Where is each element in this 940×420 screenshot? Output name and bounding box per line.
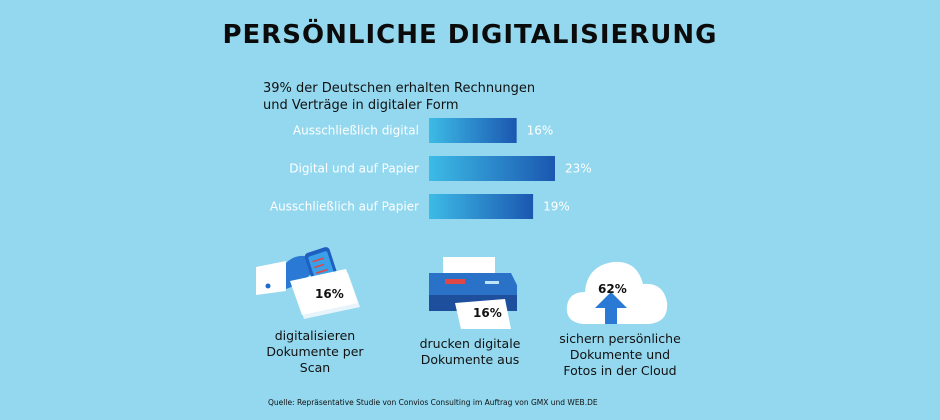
- stat-cloud-value: 62%: [598, 282, 627, 296]
- stat-print-caption-line-1: drucken digitale: [419, 336, 521, 351]
- stat-scan-caption-line-2: Dokumente per: [266, 344, 364, 359]
- chart-title: 39% der Deutschen erhalten Rechnungen un…: [263, 80, 563, 114]
- bar-value-label: 16%: [527, 124, 554, 138]
- chart-title-line-1: 39% der Deutschen erhalten Rechnungen: [263, 81, 536, 96]
- source-note: Quelle: Repräsentative Studie von Convio…: [268, 398, 598, 407]
- stat-scan-value: 16%: [315, 287, 344, 301]
- bar: [429, 156, 555, 181]
- bar-value-label: 23%: [565, 162, 592, 176]
- chart-title-line-2: und Verträge in digitaler Form: [263, 98, 459, 113]
- bar-label: Digital und auf Papier: [289, 162, 419, 176]
- bar: [429, 118, 517, 143]
- stat-scan-caption-line-1: digitalisieren: [274, 328, 356, 343]
- stat-scan-caption-line-3: Scan: [299, 360, 331, 375]
- stat-cloud-caption-line-1: sichern persönliche: [559, 331, 681, 346]
- bar-value-label: 19%: [543, 200, 570, 214]
- page-title: PERSÖNLICHE DIGITALISIERUNG: [222, 20, 718, 50]
- bar: [429, 194, 534, 219]
- stat-scan-caption: digitalisieren Dokumente per Scan: [250, 328, 380, 376]
- stat-cloud-caption: sichern persönliche Dokumente und Fotos …: [550, 331, 690, 379]
- stat-cloud-caption-line-2: Dokumente und: [569, 347, 671, 362]
- bar-label: Ausschließlich digital: [293, 124, 419, 138]
- phone-scan-icon: [256, 247, 360, 319]
- cloud-upload-icon: [566, 261, 668, 324]
- bar-label: Ausschließlich auf Papier: [270, 200, 419, 214]
- stat-print-caption-line-2: Dokumente aus: [420, 352, 520, 367]
- stat-cloud-caption-line-3: Fotos in der Cloud: [563, 363, 677, 378]
- stat-print-value: 16%: [473, 306, 502, 320]
- stat-print-caption: drucken digitale Dokumente aus: [405, 336, 535, 368]
- bar-chart: Ausschließlich digital 16% Digital und auf…: [270, 118, 592, 219]
- printer-icon: [429, 257, 517, 329]
